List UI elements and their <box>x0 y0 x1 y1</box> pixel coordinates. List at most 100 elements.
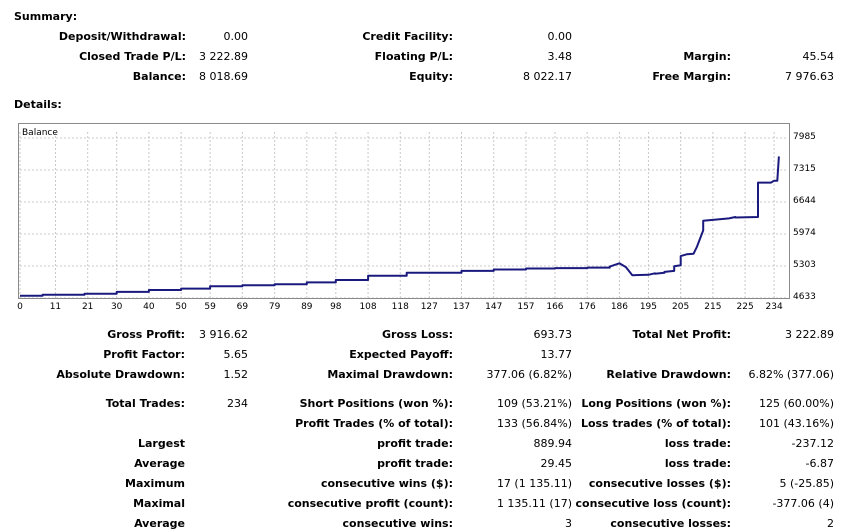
x-tick-label: 225 <box>736 302 754 312</box>
stat-label: Loss trades (% of total): <box>580 417 731 430</box>
stat-label: Average <box>134 457 185 470</box>
stat-label: consecutive wins: <box>342 517 453 530</box>
x-tick-label: 205 <box>672 302 690 312</box>
stat-label: Maximal <box>133 497 185 510</box>
balance-series-line <box>20 156 780 297</box>
stat-value: -377.06 (4) <box>772 497 834 510</box>
summary-value: 0.00 <box>223 30 249 43</box>
x-tick-label: 215 <box>704 302 722 312</box>
stat-value: 1 135.11 (17) <box>496 497 572 510</box>
stat-value: 377.06 (6.82%) <box>486 368 572 381</box>
stat-label: profit trade: <box>377 437 453 450</box>
x-tick-label: 118 <box>391 302 409 312</box>
stat-value: 889.94 <box>533 437 573 450</box>
stat-label: consecutive losses: <box>610 517 731 530</box>
x-tick-label: 176 <box>578 302 596 312</box>
stat-value: 3 916.62 <box>199 328 248 341</box>
x-tick-label: 59 <box>204 302 216 312</box>
stat-label: consecutive losses ($): <box>588 477 731 490</box>
stat-value: 101 (43.16%) <box>758 417 834 430</box>
stat-label: Total Trades: <box>105 397 185 410</box>
y-tick-label: 7985 <box>793 132 816 142</box>
summary-value: 7 976.63 <box>785 70 834 83</box>
x-tick-label: 137 <box>452 302 471 312</box>
x-tick-label: 234 <box>765 302 783 312</box>
stat-label: Profit Factor: <box>103 348 185 361</box>
details-heading: Details: <box>14 98 62 111</box>
stat-value: 13.77 <box>540 348 573 361</box>
chart-title: Balance <box>22 128 58 138</box>
summary-value: 45.54 <box>802 50 835 63</box>
stat-label: Gross Loss: <box>382 328 453 341</box>
y-tick-label: 7315 <box>793 163 816 174</box>
x-tick-label: 40 <box>143 302 155 312</box>
stat-label: Relative Drawdown: <box>606 368 731 381</box>
stat-label: Gross Profit: <box>107 328 185 341</box>
stat-label: consecutive wins ($): <box>320 477 453 490</box>
stat-label: Maximum <box>125 477 185 490</box>
y-tick-label: 6644 <box>793 196 816 206</box>
stat-value: 109 (53.21%) <box>496 397 572 410</box>
stat-label: loss trade: <box>664 457 731 470</box>
x-tick-label: 30 <box>110 302 123 312</box>
summary-label: Credit Facility: <box>362 30 453 43</box>
summary-value: 0.00 <box>547 30 573 43</box>
x-tick-label: 108 <box>359 302 377 312</box>
stat-value: 5.65 <box>223 348 249 361</box>
stat-label: Profit Trades (% of total): <box>295 417 453 430</box>
stat-value: 125 (60.00%) <box>758 397 834 410</box>
summary-label: Balance: <box>132 70 186 83</box>
stat-label: Total Net Profit: <box>632 328 732 341</box>
summary-label: Margin: <box>683 50 731 63</box>
stat-label: consecutive profit (count): <box>287 497 453 510</box>
x-tick-label: 127 <box>420 302 438 312</box>
stat-value: 17 (1 135.11) <box>496 477 572 490</box>
stat-value: 133 (56.84%) <box>496 417 572 430</box>
stat-label: Long Positions (won %): <box>581 397 731 410</box>
x-tick-label: 195 <box>639 302 658 312</box>
x-tick-label: 157 <box>517 302 535 312</box>
stat-value: 1.52 <box>223 368 249 381</box>
summary-label: Equity: <box>409 70 453 83</box>
stat-value: -6.87 <box>805 457 834 470</box>
y-tick-label: 4633 <box>793 292 816 302</box>
stat-value: 5 (-25.85) <box>779 477 834 490</box>
x-tick-label: 79 <box>268 302 281 312</box>
summary-label: Deposit/Withdrawal: <box>58 30 186 43</box>
stat-value: 3 <box>565 517 572 530</box>
summary-heading: Summary: <box>14 10 78 23</box>
x-tick-label: 0 <box>17 302 23 312</box>
x-tick-label: 147 <box>485 302 503 312</box>
stat-label: consecutive loss (count): <box>575 497 731 510</box>
stat-label: Short Positions (won %): <box>299 397 453 410</box>
stat-label: profit trade: <box>377 457 453 470</box>
x-tick-label: 50 <box>175 302 187 312</box>
x-tick-label: 21 <box>81 302 94 312</box>
summary-value: 8 018.69 <box>199 70 248 83</box>
balance-chart: Balance <box>18 123 790 299</box>
stat-label: Average <box>134 517 185 530</box>
x-tick-label: 69 <box>236 302 249 312</box>
summary-value: 8 022.17 <box>523 70 572 83</box>
summary-value: 3 222.89 <box>199 50 248 63</box>
summary-value: 3.48 <box>547 50 573 63</box>
balance-chart-svg: Balance <box>19 128 787 298</box>
stat-label: Maximal Drawdown: <box>327 368 453 381</box>
stat-value: 3 222.89 <box>785 328 834 341</box>
x-tick-label: 89 <box>301 302 313 312</box>
stat-value: 6.82% (377.06) <box>748 368 834 381</box>
x-tick-label: 98 <box>330 302 342 312</box>
stat-value: 2 <box>827 517 834 530</box>
x-tick-label: 186 <box>610 302 628 312</box>
y-tick-label: 5974 <box>793 227 816 238</box>
stat-value: -237.12 <box>791 437 834 450</box>
x-tick-label: 166 <box>546 302 564 312</box>
stat-label: Absolute Drawdown: <box>56 368 185 381</box>
summary-label: Floating P/L: <box>374 50 453 63</box>
y-tick-label: 5303 <box>793 260 816 271</box>
stat-label: Expected Payoff: <box>349 348 453 361</box>
x-tick-label: 11 <box>49 302 62 312</box>
summary-label: Free Margin: <box>652 70 731 83</box>
stat-value: 693.73 <box>533 328 573 341</box>
stat-value: 234 <box>227 397 248 410</box>
